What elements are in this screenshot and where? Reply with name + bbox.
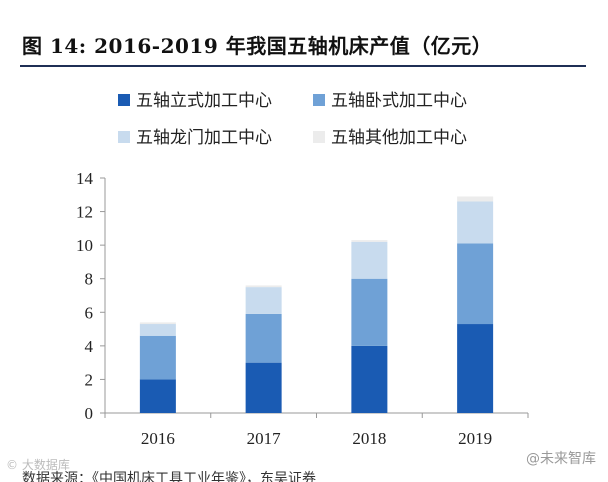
chart-bars (139, 196, 494, 413)
bar-2018-series-2 (351, 278, 388, 346)
bar-2019-series-3 (457, 201, 494, 244)
bar-2016-series-4 (139, 322, 176, 325)
legend-label-4: 五轴其他加工中心 (331, 128, 467, 148)
figure-title: 图 14: 2016-2019 年我国五轴机床产值（亿元） (22, 34, 493, 58)
bar-2017-series-4 (245, 285, 282, 288)
bar-2019-series-2 (457, 243, 494, 325)
watermark-left: © 大数据库 (6, 458, 70, 472)
legend-swatch-1 (118, 94, 130, 106)
watermark-right: @未来智库 (526, 451, 596, 467)
bar-2017-series-2 (245, 313, 282, 363)
bar-2016-series-3 (139, 324, 176, 336)
x-tick-label: 2018 (352, 429, 386, 448)
y-tick-label: 2 (85, 370, 94, 389)
source-note: 数据来源：《中国机床工具工业年鉴》，东吴证券 (22, 471, 316, 482)
y-tick-label: 14 (76, 169, 94, 188)
x-tick-label: 2017 (247, 429, 282, 448)
legend-label-1: 五轴立式加工中心 (136, 91, 272, 111)
bar-2018-series-1 (351, 345, 388, 413)
legend-swatch-4 (313, 131, 325, 143)
y-tick-label: 4 (85, 337, 94, 356)
y-tick-label: 10 (76, 236, 93, 255)
y-tick-label: 0 (85, 404, 94, 423)
x-tick-label: 2019 (458, 429, 492, 448)
bar-2017-series-1 (245, 362, 282, 413)
legend-swatch-2 (313, 94, 325, 106)
bar-2018-series-4 (351, 240, 388, 242)
bar-2016-series-2 (139, 335, 176, 380)
y-tick-label: 12 (76, 203, 93, 222)
x-tick-label: 2016 (141, 429, 175, 448)
legend-swatch-3 (118, 131, 130, 143)
legend-label-2: 五轴卧式加工中心 (331, 91, 467, 111)
bar-2019-series-4 (457, 196, 494, 202)
y-tick-label: 6 (85, 303, 94, 322)
title-rule (20, 65, 586, 67)
bar-2018-series-3 (351, 241, 388, 279)
bar-2016-series-1 (139, 379, 176, 413)
legend-label-3: 五轴龙门加工中心 (136, 128, 272, 148)
y-tick-label: 8 (85, 270, 94, 289)
bar-2017-series-3 (245, 287, 282, 314)
bar-2019-series-1 (457, 324, 494, 413)
